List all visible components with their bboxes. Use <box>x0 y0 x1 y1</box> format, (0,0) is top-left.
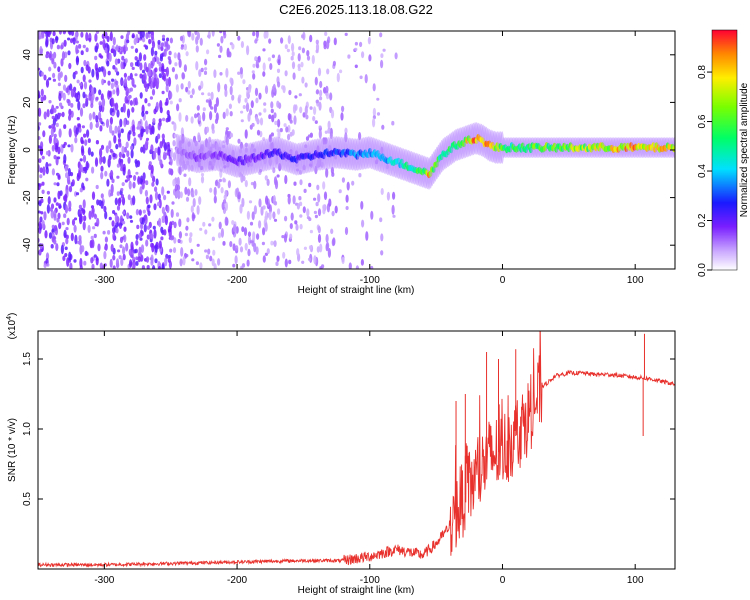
y-tick-label: 0.5 <box>22 492 33 506</box>
x-tick-label: 100 <box>627 575 644 586</box>
y-tick-label: 20 <box>22 96 33 108</box>
spectral-ridge <box>175 122 675 190</box>
spectrogram-marks <box>38 31 675 269</box>
y-tick-label: 0 <box>22 147 33 153</box>
x-tick-label: -200 <box>227 575 247 586</box>
snr-multiplier-prefix: (x10 <box>7 319 18 339</box>
snr-multiplier: (x104) <box>6 313 18 340</box>
snr-marks <box>38 331 675 568</box>
snr-xlabel: Height of straight line (km) <box>298 585 415 596</box>
colorbar-tick-label: 0.8 <box>697 65 708 79</box>
x-tick-label: -300 <box>94 575 114 586</box>
spectrogram-ylabel: Frequency (Hz) <box>7 116 18 185</box>
snr-frame <box>37 330 676 570</box>
colorbar-tick-label: 0.0 <box>697 263 708 277</box>
colorbar: 0.0 0.2 0.4 0.6 0.8 Normalized spectral ampl… <box>697 29 750 277</box>
snr-axes: -300 -200 -100 0 100 0.5 1.0 1.5 <box>22 331 675 586</box>
snr-panel: -300 -200 -100 0 100 0.5 1.0 1.5 Height of stra… <box>6 313 676 596</box>
snr-ylabel: SNR (10 * v/v) <box>7 418 18 482</box>
x-tick-label: 100 <box>627 275 644 286</box>
colorbar-tick-label: 0.2 <box>697 213 708 227</box>
snr-multiplier-exp: 4 <box>6 316 13 320</box>
chart-title: C2E6.2025.113.18.08.G22 <box>279 2 433 17</box>
snr-multiplier-close: ) <box>7 313 18 316</box>
y-tick-label: -40 <box>22 238 33 253</box>
x-tick-label: 0 <box>500 275 506 286</box>
colorbar-label: Normalized spectral amplitude <box>739 82 750 217</box>
spectrogram-xlabel: Height of straight line (km) <box>298 285 415 296</box>
colorbar-tick-label: 0.4 <box>697 164 708 178</box>
x-tick-label: -100 <box>360 275 380 286</box>
colorbar-ticks: 0.0 0.2 0.4 0.6 0.8 <box>697 65 712 277</box>
x-tick-label: 0 <box>500 575 506 586</box>
y-tick-label: -20 <box>22 190 33 205</box>
x-tick-label: -200 <box>227 275 247 286</box>
svg-text:(x104): (x104) <box>6 313 18 340</box>
x-tick-label: -100 <box>360 575 380 586</box>
y-tick-label: 40 <box>22 49 33 61</box>
y-tick-label: 1.5 <box>22 352 33 366</box>
snr-line <box>38 331 675 568</box>
colorbar-tick-label: 0.6 <box>697 114 708 128</box>
colorbar-gradient <box>711 29 738 271</box>
y-tick-label: 1.0 <box>22 422 33 436</box>
x-tick-label: -300 <box>94 275 114 286</box>
